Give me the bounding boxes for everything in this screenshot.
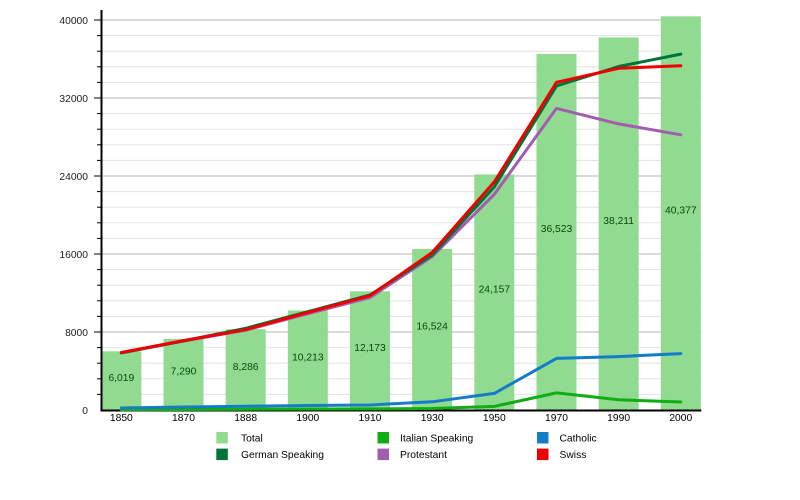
svg-text:38,211: 38,211 [603, 216, 634, 227]
svg-text:32000: 32000 [59, 94, 88, 105]
svg-text:40,377: 40,377 [665, 205, 697, 216]
svg-text:24,157: 24,157 [479, 284, 511, 295]
svg-text:8000: 8000 [65, 328, 88, 339]
svg-text:24000: 24000 [59, 172, 88, 183]
svg-text:Swiss: Swiss [560, 450, 587, 461]
svg-text:German Speaking: German Speaking [241, 450, 324, 461]
svg-text:2000: 2000 [669, 413, 692, 424]
svg-text:Catholic: Catholic [560, 434, 597, 445]
svg-text:1850: 1850 [110, 413, 133, 424]
svg-text:1970: 1970 [545, 413, 568, 424]
svg-text:10,213: 10,213 [292, 352, 324, 363]
svg-text:Total: Total [241, 434, 263, 445]
svg-text:16,524: 16,524 [416, 322, 448, 333]
svg-text:6,019: 6,019 [108, 373, 134, 384]
svg-text:1950: 1950 [483, 413, 506, 424]
svg-text:1990: 1990 [607, 413, 630, 424]
svg-text:16000: 16000 [59, 250, 88, 261]
svg-text:36,523: 36,523 [541, 224, 573, 235]
svg-text:12,173: 12,173 [354, 343, 386, 354]
svg-text:0: 0 [82, 406, 88, 417]
svg-text:Italian Speaking: Italian Speaking [400, 434, 474, 445]
svg-text:1900: 1900 [296, 413, 319, 424]
svg-text:7,290: 7,290 [171, 367, 197, 378]
svg-text:1910: 1910 [359, 413, 382, 424]
svg-text:1930: 1930 [421, 413, 444, 424]
svg-text:40000: 40000 [59, 16, 88, 27]
svg-text:8,286: 8,286 [233, 362, 259, 373]
svg-text:1870: 1870 [172, 413, 195, 424]
svg-text:Protestant: Protestant [400, 450, 447, 461]
svg-text:1888: 1888 [234, 413, 257, 424]
